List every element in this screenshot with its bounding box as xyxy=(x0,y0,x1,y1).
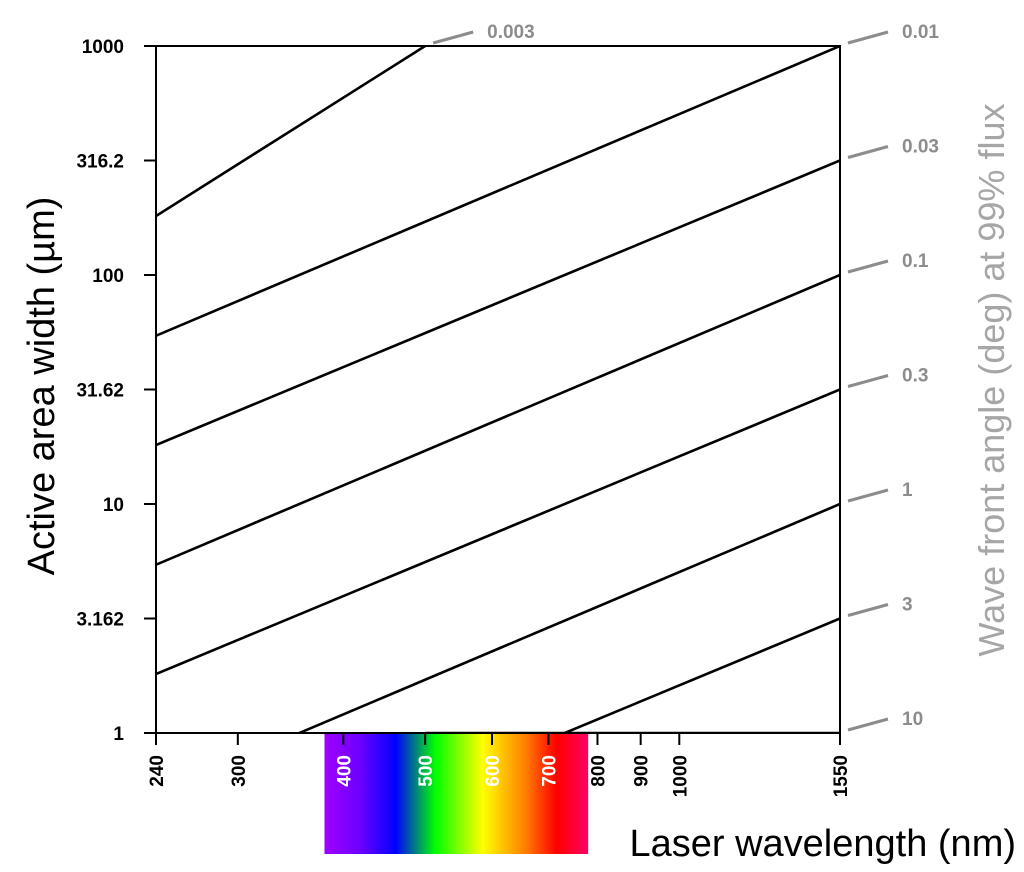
x-tick-label: 700 xyxy=(540,755,561,787)
y-tick-label: 10 xyxy=(103,495,124,516)
series-lines xyxy=(156,46,840,733)
angle-leader-mark xyxy=(847,259,889,274)
angle-label: 3 xyxy=(902,595,913,616)
angle-label: 0.003 xyxy=(487,22,535,43)
angle-label: 0.01 xyxy=(902,22,939,43)
wavefront-angle-labels: 0.003 0.01 0.03 0.1 0.3 1 3 10 xyxy=(432,22,939,732)
spectrum-band xyxy=(324,733,589,854)
y-tick-label: 316.2 xyxy=(76,152,124,173)
angle-leader-mark xyxy=(847,488,889,503)
angle-label: 0.1 xyxy=(902,251,929,272)
x-axis-ticks: 240 300 400 500 600 700 800 900 1000 1550 xyxy=(147,733,852,797)
wavefront-angle-line xyxy=(156,159,840,447)
x-tick-label: 240 xyxy=(147,755,168,787)
wavefront-angle-line xyxy=(561,617,840,733)
angle-label: 0.03 xyxy=(902,137,939,158)
y-tick-label: 100 xyxy=(92,266,124,287)
y2-axis-title: Wave front angle (deg) at 99% flux xyxy=(971,104,1012,657)
y-tick-label: 1000 xyxy=(82,37,124,58)
angle-leader-mark xyxy=(847,374,889,388)
y-axis-title: Active area width (µm) xyxy=(21,197,63,576)
angle-leader-mark xyxy=(847,145,889,159)
x-tick-label: 900 xyxy=(632,755,653,787)
x-tick-label: 300 xyxy=(229,755,250,787)
angle-label: 10 xyxy=(902,709,923,730)
y-tick-label: 1 xyxy=(113,724,124,745)
x-axis-title: Laser wavelength (nm) xyxy=(629,823,1016,865)
wavefront-angle-line xyxy=(156,273,840,566)
wavefront-angle-line xyxy=(296,502,840,733)
angle-leader-mark xyxy=(847,717,889,732)
wavefront-angle-line xyxy=(156,388,840,676)
x-tick-label: 600 xyxy=(483,755,504,787)
angle-leader-mark xyxy=(847,30,889,45)
x-tick-label: 800 xyxy=(588,755,609,787)
wavefront-angle-line xyxy=(156,46,426,218)
y-axis-ticks: 1 3.162 10 31.62 100 316.2 1000 xyxy=(76,37,156,745)
y-tick-label: 3.162 xyxy=(76,610,124,631)
x-tick-label: 400 xyxy=(334,755,355,787)
angle-label: 0.3 xyxy=(902,366,928,387)
x-tick-label: 1000 xyxy=(670,755,691,797)
x-tick-label: 1550 xyxy=(831,755,852,797)
angle-leader-mark xyxy=(847,603,889,617)
angle-leader-mark xyxy=(432,30,474,45)
wavefront-angle-line xyxy=(156,46,840,337)
y-tick-label: 31.62 xyxy=(76,381,124,402)
x-tick-label: 500 xyxy=(416,755,437,787)
angle-label: 1 xyxy=(902,480,913,501)
